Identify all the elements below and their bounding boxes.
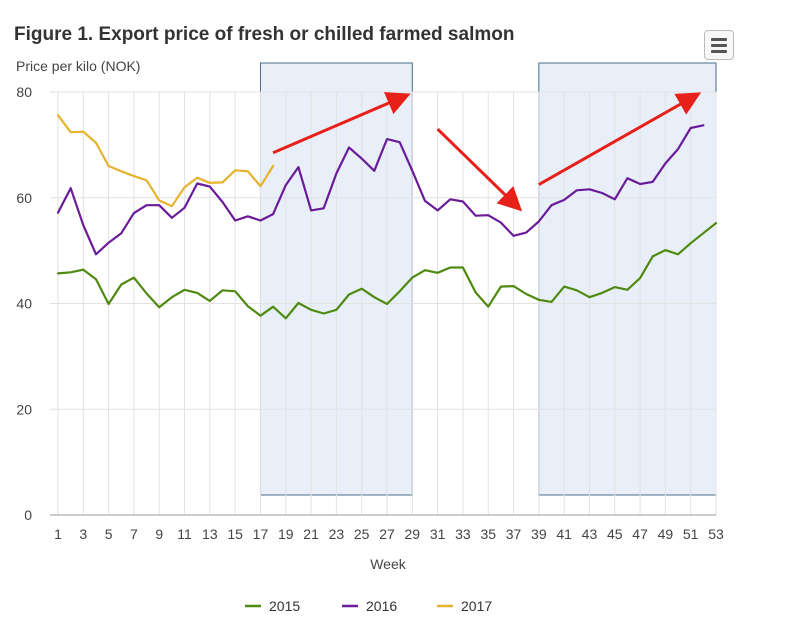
y-tick-label: 0 — [24, 507, 32, 523]
menu-bar — [711, 44, 727, 47]
x-tick-label: 9 — [155, 526, 163, 542]
x-axis-title: Week — [370, 556, 407, 572]
x-tick-label: 5 — [105, 526, 113, 542]
x-tick-label: 11 — [177, 526, 192, 542]
x-tick-label: 25 — [354, 526, 370, 542]
x-tick-label: 49 — [658, 526, 674, 542]
x-tick-label: 17 — [253, 526, 269, 542]
x-tick-label: 29 — [405, 526, 421, 542]
y-tick-label: 60 — [16, 190, 32, 206]
x-tick-label: 3 — [79, 526, 87, 542]
menu-bar — [711, 50, 727, 53]
y-tick-label: 80 — [16, 84, 32, 100]
series-line-2016 — [56, 124, 705, 256]
legend-label-2015: 2015 — [269, 598, 300, 614]
x-tick-label: 21 — [303, 526, 319, 542]
y-axis-title: Price per kilo (NOK) — [16, 58, 141, 74]
hamburger-menu-icon[interactable] — [704, 30, 734, 60]
x-tick-label: 47 — [632, 526, 648, 542]
x-tick-label: 27 — [379, 526, 395, 542]
series-line-2015 — [56, 222, 718, 320]
x-tick-label: 15 — [227, 526, 243, 542]
x-tick-label: 51 — [683, 526, 699, 542]
y-tick-label: 40 — [16, 296, 32, 312]
menu-bar — [711, 38, 727, 41]
x-tick-label: 41 — [556, 526, 572, 542]
y-tick-label: 20 — [16, 401, 32, 417]
series-line-2017 — [56, 114, 275, 208]
trend-arrow-2 — [436, 127, 523, 212]
x-tick-label: 7 — [130, 526, 138, 542]
x-tick-label: 31 — [430, 526, 446, 542]
x-tick-label: 23 — [329, 526, 345, 542]
x-tick-label: 53 — [708, 526, 724, 542]
legend-label-2016: 2016 — [366, 598, 397, 614]
legend-label-2017: 2017 — [461, 598, 492, 614]
x-tick-label: 1 — [54, 526, 62, 542]
x-tick-label: 33 — [455, 526, 471, 542]
x-tick-label: 37 — [506, 526, 522, 542]
trend-arrow-3 — [538, 92, 702, 186]
highlight-region-2 — [538, 62, 717, 496]
x-tick-label: 19 — [278, 526, 294, 542]
x-tick-label: 39 — [531, 526, 547, 542]
x-tick-label: 13 — [202, 526, 218, 542]
x-tick-label: 35 — [480, 526, 496, 542]
chart-title: Figure 1. Export price of fresh or chill… — [14, 24, 515, 45]
x-tick-label: 45 — [607, 526, 623, 542]
trend-arrow-1 — [272, 92, 411, 155]
x-tick-label: 43 — [582, 526, 598, 542]
